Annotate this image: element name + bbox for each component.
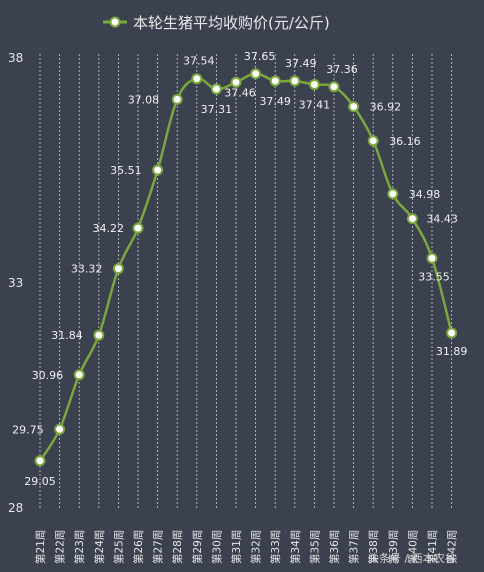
x-tick-label: 第41周 — [426, 530, 439, 564]
data-point — [348, 101, 360, 113]
data-label: 34.43 — [426, 213, 458, 226]
x-tick-label: 第34周 — [289, 530, 302, 564]
x-tick-label: 第22周 — [54, 530, 67, 564]
series-line — [38, 72, 453, 462]
watermark-text: 头条号 / 西本农谷 — [368, 551, 456, 565]
data-point — [93, 329, 105, 341]
x-tick-label: 第27周 — [152, 530, 165, 564]
data-point — [34, 455, 46, 467]
data-label: 37.46 — [224, 86, 256, 99]
data-label: 30.96 — [32, 369, 64, 382]
data-label: 33.55 — [418, 270, 450, 283]
data-label: 37.65 — [244, 50, 276, 63]
grid-lines — [39, 54, 453, 508]
x-tick-label: 第24周 — [93, 530, 106, 564]
data-label: 35.51 — [110, 164, 142, 177]
legend-label: 本轮生猪平均收购价(元/公斤) — [133, 14, 330, 32]
data-point — [328, 81, 340, 93]
data-point — [426, 252, 438, 264]
data-point — [269, 75, 281, 87]
data-label: 33.32 — [71, 263, 103, 276]
data-label: 37.41 — [299, 99, 331, 112]
data-point — [210, 83, 222, 95]
data-label: 37.49 — [285, 57, 317, 70]
legend-marker-swatch — [109, 16, 121, 28]
data-label: 37.08 — [128, 93, 160, 106]
x-tick-label: 第28周 — [171, 530, 184, 564]
data-label: 36.16 — [389, 135, 421, 148]
x-tick-label: 第21周 — [34, 530, 47, 564]
x-tick-label: 第23周 — [73, 530, 86, 564]
data-point — [171, 93, 183, 105]
x-tick-label: 第32周 — [250, 530, 263, 564]
data-point — [191, 73, 203, 85]
data-label: 29.05 — [24, 475, 56, 488]
data-point — [230, 76, 242, 88]
data-point — [367, 135, 379, 147]
data-label: 36.92 — [370, 101, 402, 114]
x-tick-label: 第25周 — [112, 530, 125, 564]
x-tick-label: 第26周 — [132, 530, 145, 564]
x-tick-label: 第42周 — [446, 530, 459, 564]
data-point — [112, 263, 124, 275]
data-point — [73, 369, 85, 381]
data-point — [446, 327, 458, 339]
legend: 本轮生猪平均收购价(元/公斤) — [103, 14, 330, 32]
data-point — [132, 222, 144, 234]
data-labels: 29.05 29.75 30.96 31.84 33.32 34.22 35.51 37.08… — [12, 50, 467, 488]
x-tick-label: 第35周 — [308, 530, 321, 564]
data-label: 34.22 — [93, 222, 125, 235]
x-tick-label: 第33周 — [269, 530, 282, 564]
x-tick-label: 第39周 — [387, 530, 400, 564]
x-tick-label: 第40周 — [406, 530, 419, 564]
data-label: 31.84 — [51, 329, 83, 342]
data-label: 37.31 — [201, 103, 233, 116]
x-tick-label: 第37周 — [348, 530, 361, 564]
y-tick-label: 38 — [8, 51, 23, 65]
x-axis-ticks: 第21周 第22周 第23周 第24周 第25周 第26周 第27周 第28周 第29周 第30周… — [34, 530, 459, 564]
x-tick-label: 第29周 — [191, 530, 204, 564]
data-label: 37.36 — [326, 63, 358, 76]
y-axis-ticks: 28 33 38 — [8, 51, 23, 515]
data-point — [152, 164, 164, 176]
data-point — [289, 75, 301, 87]
data-point — [54, 423, 66, 435]
y-tick-label: 33 — [8, 276, 23, 290]
data-point — [250, 68, 262, 80]
x-tick-label: 第36周 — [328, 530, 341, 564]
data-label: 34.98 — [409, 188, 441, 201]
data-markers — [34, 68, 458, 467]
x-tick-label: 第31周 — [230, 530, 243, 564]
data-label: 29.75 — [12, 423, 44, 436]
data-label: 31.89 — [436, 345, 468, 358]
data-label: 37.54 — [183, 55, 215, 68]
x-tick-label: 第38周 — [367, 530, 380, 564]
data-point — [387, 188, 399, 200]
data-label: 37.49 — [259, 95, 291, 108]
data-point — [406, 213, 418, 225]
y-tick-label: 28 — [8, 501, 23, 515]
data-point — [308, 79, 320, 91]
x-tick-label: 第30周 — [210, 530, 223, 564]
